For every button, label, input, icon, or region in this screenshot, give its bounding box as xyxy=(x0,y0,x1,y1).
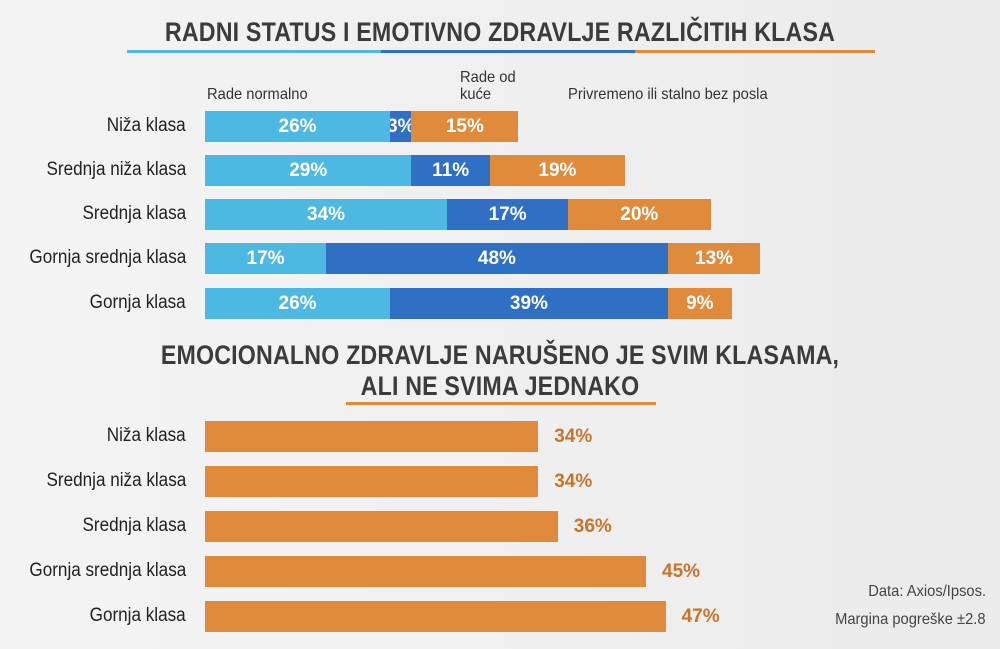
bar xyxy=(205,421,539,452)
data-label: 45% xyxy=(662,561,701,582)
data-label: 34% xyxy=(554,426,593,447)
data-label: 17% xyxy=(488,203,527,225)
bar-segment: 26% xyxy=(205,111,391,142)
bar xyxy=(205,466,539,497)
row-label: Niža klasa xyxy=(107,425,186,446)
row-label: Gornja klasa xyxy=(89,292,186,313)
row-label: Niža klasa xyxy=(107,115,186,136)
row-label: Gornja klasa xyxy=(89,605,186,626)
chart2-title-line2: ALI NE SVIMA JEDNAKO xyxy=(360,371,640,401)
row-label: Gornja srednja klasa xyxy=(29,560,186,581)
bar xyxy=(205,601,666,632)
data-label: 39% xyxy=(509,292,548,314)
data-label: 20% xyxy=(620,203,659,225)
bar xyxy=(205,511,558,542)
data-label: 34% xyxy=(554,471,593,492)
data-label: 19% xyxy=(538,159,577,181)
bar-segment: 26% xyxy=(205,288,391,319)
row-label: Srednja niža klasa xyxy=(46,470,186,491)
bar-segment: 15% xyxy=(411,111,519,142)
data-label: 13% xyxy=(695,247,734,269)
bar-segment: 3% xyxy=(390,111,412,142)
bar-segment: 29% xyxy=(205,155,412,186)
source-line2: Margina pogreške ±2.8 xyxy=(835,611,986,628)
data-label: 11% xyxy=(432,159,470,181)
bar-segment: 17% xyxy=(447,199,569,230)
chart2-title-line1: EMOCIONALNO ZDRAVLJE NARUŠENO JE SVIM KL… xyxy=(160,340,840,370)
bar-segment: 34% xyxy=(205,199,448,230)
legend-rade-normalno: Rade normalno xyxy=(207,86,308,103)
data-label: 3% xyxy=(390,115,411,137)
bar-segment: 20% xyxy=(568,199,711,230)
title1-underline-blue xyxy=(127,50,381,53)
chart1-title: RADNI STATUS I EMOTIVNO ZDRAVLJE RAZLIČI… xyxy=(164,17,836,47)
data-label: 36% xyxy=(573,516,612,537)
source-line1: Data: Axios/Ipsos. xyxy=(868,583,986,600)
row-label: Gornja srednja klasa xyxy=(29,247,186,268)
data-label: 47% xyxy=(681,606,720,627)
legend-bez-posla: Privremeno ili stalno bez posla xyxy=(568,86,768,103)
data-label: 17% xyxy=(246,247,285,269)
data-label: 15% xyxy=(445,115,484,137)
bar-segment: 39% xyxy=(390,288,668,319)
row-label: Srednja klasa xyxy=(82,515,186,536)
data-label: 26% xyxy=(278,115,317,137)
data-label: 48% xyxy=(477,247,516,269)
bar-segment: 19% xyxy=(489,155,626,186)
data-label: 26% xyxy=(278,292,317,314)
bar xyxy=(205,556,646,587)
title1-underline-orange xyxy=(635,50,875,53)
title1-underline-darkblue xyxy=(381,50,635,53)
bar-segment: 11% xyxy=(411,155,490,186)
title2-underline xyxy=(346,402,656,405)
bar-segment: 9% xyxy=(667,288,732,319)
legend-rade-od-kuce-line1: Rade od xyxy=(460,69,516,86)
row-label: Srednja niža klasa xyxy=(46,159,186,180)
data-label: 34% xyxy=(307,203,346,225)
legend-rade-od-kuce-line2: kuće xyxy=(460,86,492,103)
data-label: 29% xyxy=(289,159,328,181)
bar-segment: 13% xyxy=(667,243,761,274)
data-label: 9% xyxy=(686,292,714,314)
bar-segment: 17% xyxy=(205,243,327,274)
bar-segment: 48% xyxy=(326,243,668,274)
row-label: Srednja klasa xyxy=(82,203,186,224)
